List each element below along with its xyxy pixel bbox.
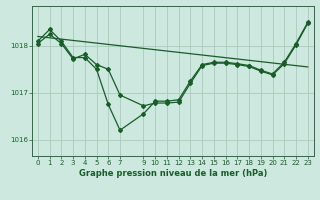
X-axis label: Graphe pression niveau de la mer (hPa): Graphe pression niveau de la mer (hPa) <box>79 169 267 178</box>
